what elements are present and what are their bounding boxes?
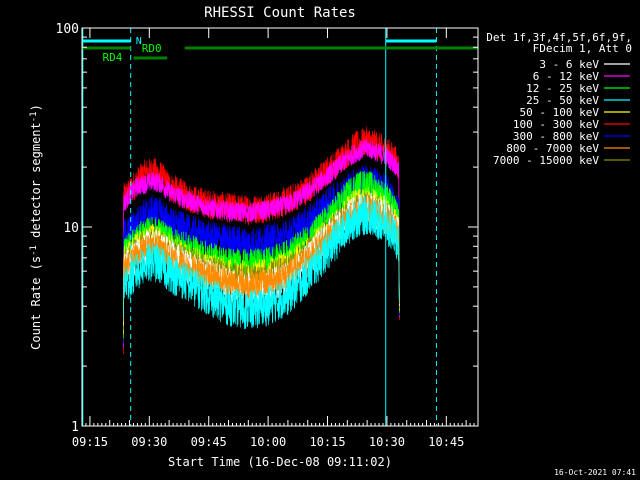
legend-label: 6 - 12 keV (533, 70, 600, 83)
legend-header-line1: Det 1f,3f,4f,5f,6f,9f, (486, 31, 632, 44)
y-tick-label: 10 (63, 221, 79, 236)
x-axis-label: Start Time (16-Dec-08 09:11:02) (168, 455, 392, 469)
legend-label: 100 - 300 keV (513, 118, 599, 131)
x-tick-label: 10:15 (309, 435, 345, 449)
chart-title: RHESSI Count Rates (204, 5, 356, 21)
data-curves (123, 126, 400, 354)
legend-label: 25 - 50 keV (526, 94, 599, 107)
annotation-label-n: N (136, 36, 142, 47)
x-tick-label: 10:45 (428, 435, 464, 449)
y-axis-label: Count Rate (s-1 detector segment-1) (29, 104, 43, 350)
legend-label: 800 - 7000 keV (506, 142, 599, 155)
legend-label: 7000 - 15000 keV (493, 154, 599, 167)
count-rate-curve (123, 138, 400, 349)
annotation-label-rd0: RD0 (142, 42, 162, 55)
y-tick-label: 1 (71, 420, 79, 435)
legend-label: 12 - 25 keV (526, 82, 599, 95)
footer-date: 16-Oct-2021 07:41 (554, 468, 636, 477)
count-rate-curve (123, 195, 400, 330)
legend: Det 1f,3f,4f,5f,6f,9f, FDecim 1, Att 0 3… (486, 31, 632, 167)
legend-header-line2: FDecim 1, Att 0 (533, 42, 632, 55)
x-tick-label: 09:15 (72, 435, 108, 449)
y-tick-label: 100 (56, 22, 79, 37)
x-tick-label: 10:00 (250, 435, 286, 449)
legend-label: 3 - 6 keV (539, 58, 599, 71)
legend-label: 50 - 100 keV (520, 106, 600, 119)
x-tick-label: 10:30 (369, 435, 405, 449)
x-tick-label: 09:45 (191, 435, 227, 449)
annotation-label-rd4: RD4 (102, 51, 122, 64)
x-tick-label: 09:30 (131, 435, 167, 449)
legend-label: 300 - 800 keV (513, 130, 599, 143)
axes: 09:15 09:30 09:45 10:00 10:15 10:30 10:45 1 10 10… (56, 22, 478, 449)
